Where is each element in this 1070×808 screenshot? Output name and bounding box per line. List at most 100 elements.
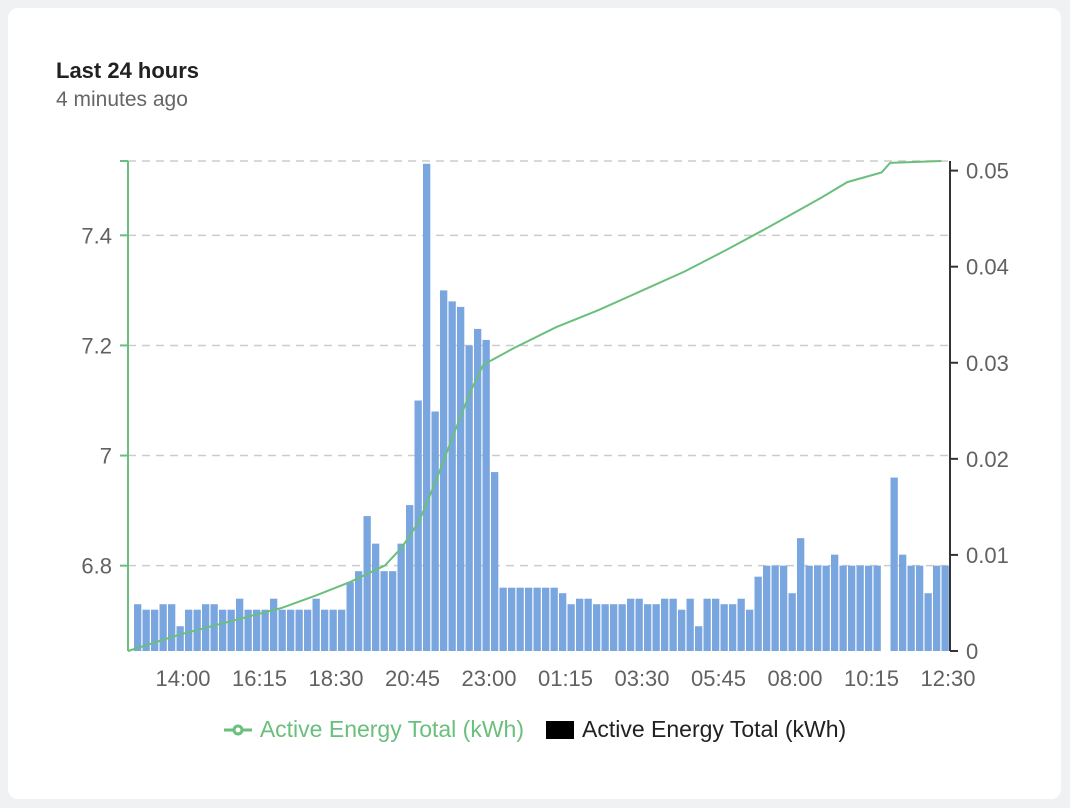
bar-legend-icon <box>546 720 574 739</box>
bar <box>363 516 371 651</box>
bar <box>499 587 507 651</box>
x-tick-label: 14:00 <box>155 666 210 691</box>
bar <box>253 609 261 651</box>
bar-series <box>134 163 949 651</box>
bar <box>525 587 533 651</box>
bar <box>567 604 575 651</box>
bar <box>312 598 320 651</box>
x-tick-label: 16:15 <box>232 666 287 691</box>
bar <box>423 163 431 651</box>
chart-card <box>8 8 1061 799</box>
bar <box>873 565 881 651</box>
x-tick-label: 12:30 <box>920 666 975 691</box>
bar <box>261 609 269 651</box>
bar <box>304 609 312 651</box>
bar <box>151 609 159 651</box>
x-tick-label: 08:00 <box>767 666 822 691</box>
card-title: Last 24 hours <box>56 58 200 83</box>
bar <box>278 609 286 651</box>
bar <box>618 604 626 651</box>
bar <box>287 609 295 651</box>
bar <box>686 598 694 651</box>
bar <box>389 571 397 651</box>
axes <box>120 160 958 652</box>
bar <box>168 604 176 651</box>
legend-bar-label: Active Energy Total (kWh) <box>582 716 847 742</box>
right-tick-label: 0.05 <box>966 159 1009 184</box>
bar <box>210 604 218 651</box>
bar <box>414 400 422 651</box>
bar <box>448 301 456 651</box>
legend-item-line[interactable]: Active Energy Total (kWh) <box>223 716 524 743</box>
bar <box>491 472 499 651</box>
bar <box>763 565 771 651</box>
bar <box>644 604 652 651</box>
bar <box>780 565 788 651</box>
bar <box>899 554 907 651</box>
left-tick-label: 7.2 <box>81 333 112 358</box>
bar <box>457 306 465 651</box>
bar <box>465 345 473 651</box>
bar <box>754 576 762 651</box>
bar <box>406 505 414 651</box>
bar <box>916 565 924 651</box>
bar <box>559 593 567 651</box>
bar <box>737 598 745 651</box>
bar <box>244 609 252 651</box>
bar <box>865 565 873 651</box>
card-subtitle: 4 minutes ago <box>56 88 188 111</box>
legend-line-label: Active Energy Total (kWh) <box>259 716 524 742</box>
bar <box>822 565 830 651</box>
bar <box>482 339 490 651</box>
line-series <box>127 160 942 652</box>
bar <box>550 587 558 651</box>
bar <box>134 604 142 651</box>
bar <box>397 543 405 651</box>
left-tick-label: 7.4 <box>81 223 112 248</box>
bar <box>856 565 864 651</box>
bar <box>516 587 524 651</box>
right-tick-label: 0 <box>966 639 978 664</box>
bar <box>635 598 643 651</box>
bar <box>508 587 516 651</box>
legend-item-bar[interactable]: Active Energy Total (kWh) <box>546 716 846 743</box>
bar <box>236 598 244 651</box>
right-tick-label: 0.01 <box>966 543 1009 568</box>
bar <box>907 565 915 651</box>
bar <box>814 565 822 651</box>
bar <box>839 565 847 651</box>
bar <box>924 593 932 651</box>
bar <box>338 609 346 651</box>
left-tick-label: 6.8 <box>81 554 112 579</box>
bar <box>661 598 669 651</box>
x-tick-label: 10:15 <box>844 666 899 691</box>
bar <box>933 565 941 651</box>
bar <box>219 609 227 651</box>
bar <box>142 609 150 651</box>
x-tick-label: 23:00 <box>461 666 516 691</box>
bar <box>678 609 686 651</box>
bar <box>831 554 839 651</box>
bar <box>941 565 949 651</box>
bar <box>788 593 796 651</box>
right-tick-label: 0.02 <box>966 447 1009 472</box>
bar <box>355 571 363 651</box>
bar <box>652 604 660 651</box>
right-tick-label: 0.03 <box>966 351 1009 376</box>
bar <box>729 604 737 651</box>
bar <box>805 565 813 651</box>
bar <box>329 609 337 651</box>
bar <box>712 598 720 651</box>
x-tick-label: 03:30 <box>614 666 669 691</box>
bar <box>848 565 856 651</box>
bar <box>474 328 482 651</box>
bar <box>431 411 439 651</box>
bar <box>176 626 184 651</box>
bar <box>584 598 592 651</box>
tick-labels: 6.8 7 7.2 7.4 0 0.01 0.02 0.03 0.04 0.05 14:00 16:1… <box>81 159 1008 691</box>
x-tick-label: 01:15 <box>538 666 593 691</box>
energy-line <box>127 160 942 652</box>
bar <box>295 609 303 651</box>
bar <box>593 604 601 651</box>
